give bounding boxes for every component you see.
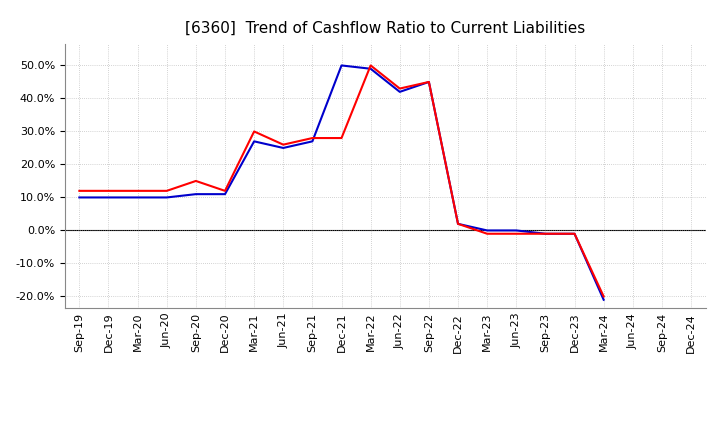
Operating CF to Current Liabilities [570, 231, 579, 236]
Operating CF to Current Liabilities [104, 188, 113, 194]
Operating CF to Current Liabilities [541, 231, 550, 236]
Free CF to Current Liabilities [454, 221, 462, 227]
Operating CF to Current Liabilities [395, 86, 404, 91]
Operating CF to Current Liabilities [337, 136, 346, 141]
Operating CF to Current Liabilities [366, 63, 375, 68]
Free CF to Current Liabilities [541, 231, 550, 236]
Free CF to Current Liabilities [163, 195, 171, 200]
Free CF to Current Liabilities [395, 89, 404, 95]
Operating CF to Current Liabilities [279, 142, 287, 147]
Free CF to Current Liabilities [337, 63, 346, 68]
Line: Free CF to Current Liabilities: Free CF to Current Liabilities [79, 66, 603, 300]
Operating CF to Current Liabilities [308, 136, 317, 141]
Operating CF to Current Liabilities [220, 188, 229, 194]
Free CF to Current Liabilities [192, 191, 200, 197]
Free CF to Current Liabilities [220, 191, 229, 197]
Operating CF to Current Liabilities [250, 129, 258, 134]
Free CF to Current Liabilities [279, 145, 287, 150]
Free CF to Current Liabilities [104, 195, 113, 200]
Operating CF to Current Liabilities [163, 188, 171, 194]
Operating CF to Current Liabilities [512, 231, 521, 236]
Free CF to Current Liabilities [425, 79, 433, 84]
Free CF to Current Liabilities [133, 195, 142, 200]
Free CF to Current Liabilities [366, 66, 375, 71]
Operating CF to Current Liabilities [425, 79, 433, 84]
Line: Operating CF to Current Liabilities: Operating CF to Current Liabilities [79, 66, 603, 297]
Operating CF to Current Liabilities [454, 221, 462, 227]
Operating CF to Current Liabilities [75, 188, 84, 194]
Free CF to Current Liabilities [483, 228, 492, 233]
Free CF to Current Liabilities [250, 139, 258, 144]
Operating CF to Current Liabilities [133, 188, 142, 194]
Operating CF to Current Liabilities [599, 294, 608, 299]
Free CF to Current Liabilities [599, 297, 608, 302]
Title: [6360]  Trend of Cashflow Ratio to Current Liabilities: [6360] Trend of Cashflow Ratio to Curren… [185, 21, 585, 36]
Operating CF to Current Liabilities [192, 178, 200, 183]
Free CF to Current Liabilities [512, 228, 521, 233]
Free CF to Current Liabilities [308, 139, 317, 144]
Free CF to Current Liabilities [570, 231, 579, 236]
Operating CF to Current Liabilities [483, 231, 492, 236]
Free CF to Current Liabilities [75, 195, 84, 200]
